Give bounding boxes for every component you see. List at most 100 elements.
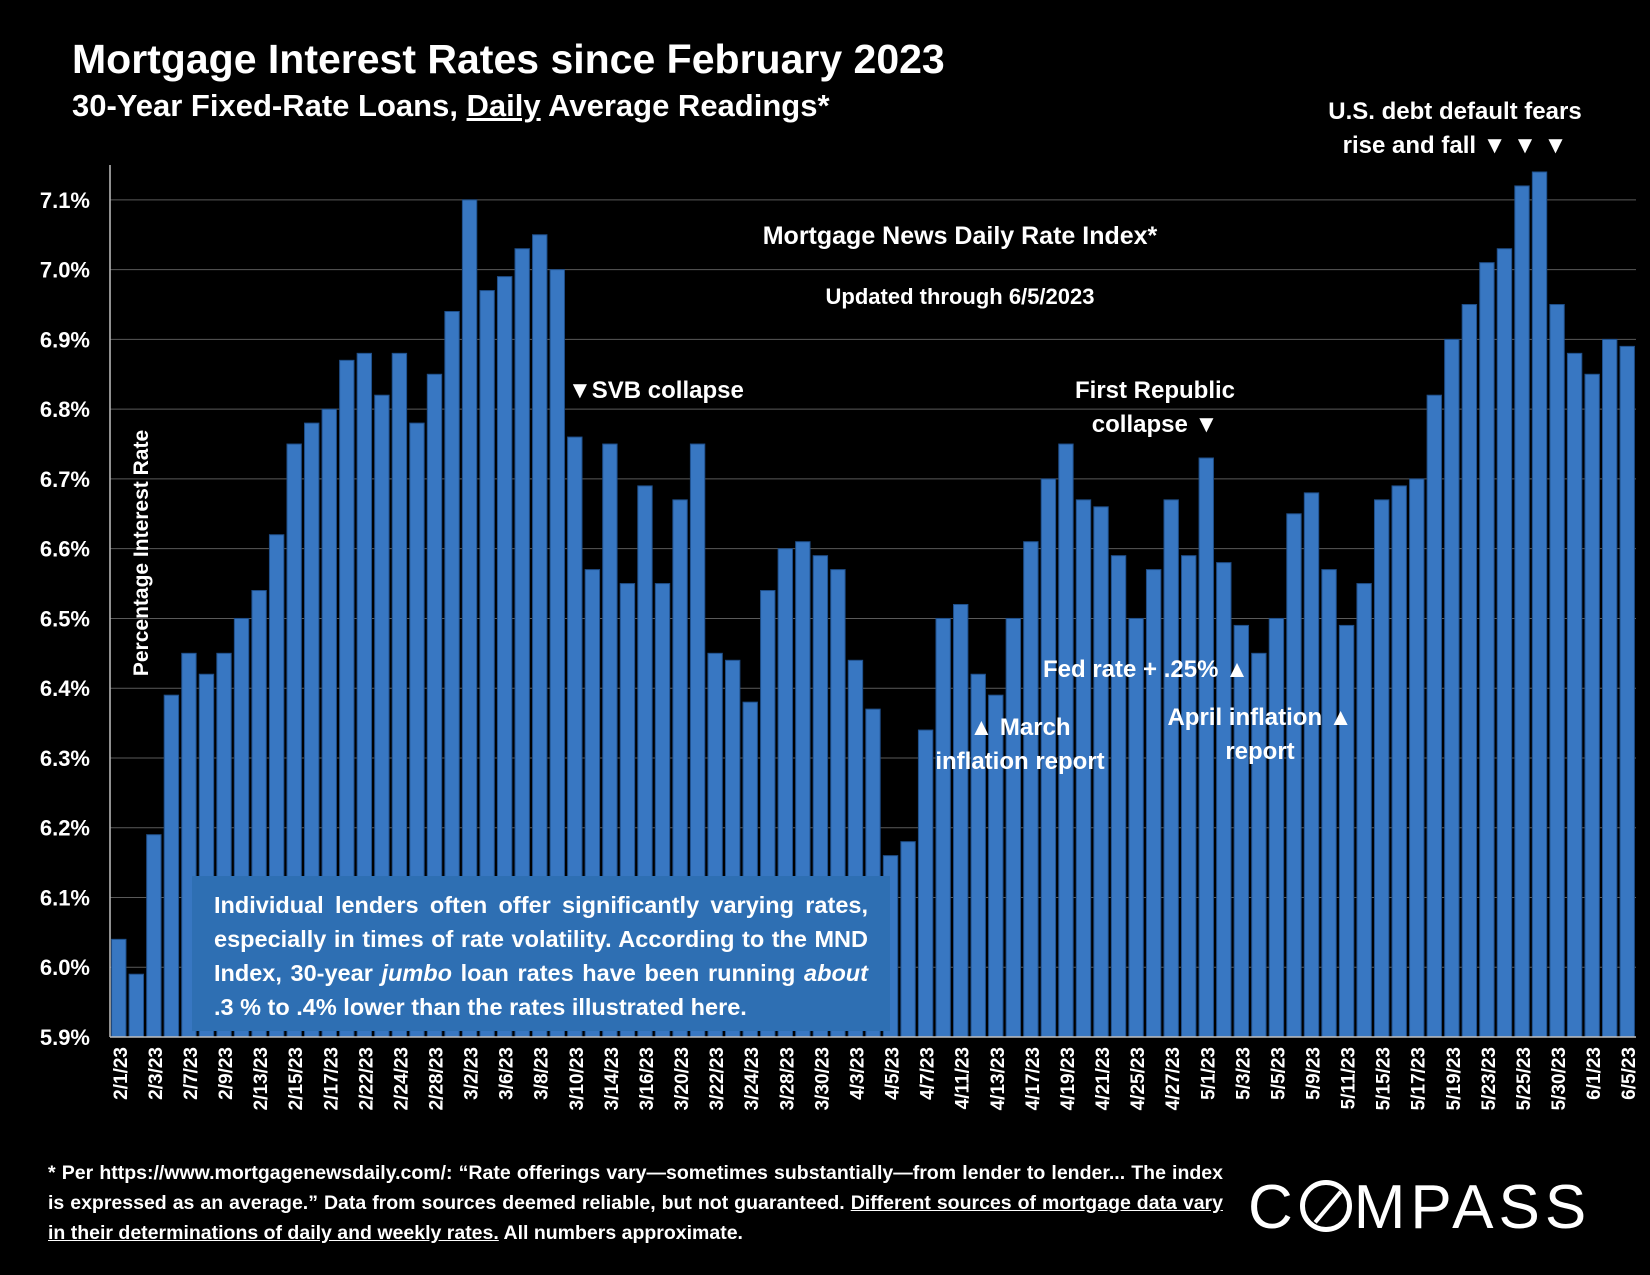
x-tick-label: 4/25/23 bbox=[1128, 1047, 1149, 1110]
bar bbox=[1601, 338, 1618, 1038]
y-axis-label: Percentage Interest Rate bbox=[130, 430, 153, 676]
updated-label: Updated through 6/5/2023 bbox=[825, 284, 1095, 309]
x-tick-label: 5/19/23 bbox=[1444, 1047, 1465, 1110]
bar bbox=[128, 973, 145, 1038]
x-tick-label: 6/1/23 bbox=[1584, 1047, 1605, 1100]
bar bbox=[935, 617, 951, 1038]
x-tick-label: 4/21/23 bbox=[1093, 1047, 1114, 1110]
note-jumbo: jumbo bbox=[381, 960, 452, 986]
x-tick-label: 2/24/23 bbox=[391, 1047, 412, 1110]
x-tick-label: 2/7/23 bbox=[181, 1047, 202, 1100]
logo-letters-mpass: MPASS bbox=[1353, 1173, 1592, 1242]
note-text-3: .3 % to .4% lower than the rates illustr… bbox=[214, 994, 747, 1020]
bar bbox=[1286, 513, 1302, 1038]
footnote: * Per https://www.mortgagenewsdaily.com/… bbox=[48, 1158, 1223, 1248]
bar bbox=[146, 834, 162, 1038]
bar bbox=[900, 841, 916, 1038]
bar bbox=[1373, 499, 1390, 1038]
y-tick-labels: 5.9% 6.0% 6.1% 6.2% 6.3% 6.4% 6.5% 6.6% 6.7% 6.8%… bbox=[40, 188, 90, 1050]
y-tick-label: 6.4% bbox=[40, 676, 90, 701]
x-tick-label: 5/1/23 bbox=[1198, 1047, 1219, 1100]
first-republic-annotation-line1: First Republic bbox=[1074, 377, 1236, 404]
bar bbox=[1145, 569, 1162, 1038]
logo-letter-c: C bbox=[1248, 1173, 1298, 1242]
y-tick-label: 6.2% bbox=[40, 816, 90, 841]
footnote-tail: All numbers approximate. bbox=[498, 1222, 743, 1244]
x-tick-label: 5/25/23 bbox=[1514, 1047, 1535, 1110]
x-tick-label: 4/3/23 bbox=[847, 1047, 868, 1100]
bar bbox=[1566, 352, 1583, 1038]
chart-title: Mortgage Interest Rates since February 2… bbox=[72, 36, 945, 82]
x-tick-label: 2/15/23 bbox=[286, 1047, 307, 1110]
chart-subtitle: 30-Year Fixed-Rate Loans, Daily Average … bbox=[72, 88, 830, 124]
bar bbox=[1005, 617, 1022, 1038]
x-tick-label: 3/22/23 bbox=[707, 1047, 728, 1110]
bar bbox=[163, 694, 180, 1038]
bar bbox=[111, 938, 127, 1038]
bar bbox=[953, 603, 969, 1038]
x-tick-label: 2/3/23 bbox=[146, 1047, 167, 1100]
bar bbox=[1338, 624, 1355, 1038]
y-tick-label: 7.1% bbox=[40, 188, 90, 213]
footnote-underlined: Different sources of mortgage data vary … bbox=[48, 1192, 1223, 1244]
y-tick-label: 6.5% bbox=[40, 606, 90, 631]
logo-o-glyph bbox=[1299, 1180, 1352, 1232]
x-tick-label: 5/15/23 bbox=[1374, 1047, 1395, 1110]
march-inflation-annotation-line1: ▲ March bbox=[969, 714, 1071, 741]
x-tick-label: 3/28/23 bbox=[777, 1047, 798, 1110]
bar bbox=[1216, 562, 1232, 1038]
x-tick-label: 2/22/23 bbox=[356, 1047, 377, 1110]
note-text-1: Individual lenders often offer significa… bbox=[214, 892, 868, 986]
jumbo-rate-note: Individual lenders often offer significa… bbox=[192, 876, 890, 1031]
x-tick-label: 4/27/23 bbox=[1163, 1047, 1184, 1110]
bar bbox=[1444, 338, 1460, 1038]
april-inflation-annotation-line1: April inflation ▲ bbox=[1167, 704, 1353, 731]
bar bbox=[1356, 583, 1372, 1038]
compass-logo: C MPASS bbox=[1248, 1172, 1591, 1243]
x-tick-label: 5/3/23 bbox=[1233, 1047, 1254, 1100]
y-tick-label: 6.3% bbox=[40, 746, 90, 771]
y-tick-label: 6.7% bbox=[40, 467, 90, 492]
x-tick-label: 2/1/23 bbox=[111, 1047, 132, 1100]
bar bbox=[1110, 555, 1127, 1038]
bar bbox=[1461, 304, 1478, 1038]
footnote-text: * Per https://www.mortgagenewsdaily.com/… bbox=[48, 1162, 1223, 1214]
x-tick-label: 3/6/23 bbox=[497, 1047, 518, 1100]
x-tick-label: 4/19/23 bbox=[1058, 1047, 1079, 1110]
x-tick-label: 2/17/23 bbox=[321, 1047, 342, 1110]
x-tick-label: 4/5/23 bbox=[883, 1047, 904, 1100]
index-title: Mortgage News Daily Rate Index* bbox=[762, 222, 1158, 250]
x-tick-label: 4/7/23 bbox=[918, 1047, 939, 1100]
x-tick-label: 5/23/23 bbox=[1479, 1047, 1500, 1110]
bar bbox=[1268, 617, 1285, 1038]
x-tick-label: 3/10/23 bbox=[567, 1047, 588, 1110]
x-tick-label: 5/11/23 bbox=[1339, 1047, 1360, 1109]
bar bbox=[1233, 624, 1250, 1038]
first-republic-annotation-line2: collapse ▼ bbox=[1091, 411, 1219, 438]
x-tick-label: 3/2/23 bbox=[462, 1047, 483, 1100]
axes bbox=[109, 165, 1636, 1038]
y-tick-label: 5.9% bbox=[40, 1025, 90, 1050]
march-inflation-annotation-line2: inflation report bbox=[935, 748, 1105, 775]
x-tick-label: 3/24/23 bbox=[742, 1047, 763, 1110]
x-tick-label: 2/9/23 bbox=[216, 1047, 237, 1100]
x-tick-label: 4/11/23 bbox=[953, 1047, 974, 1109]
x-tick-label: 4/17/23 bbox=[1023, 1047, 1044, 1110]
subtitle-underlined: Daily bbox=[466, 88, 541, 123]
bar bbox=[1409, 478, 1425, 1038]
bar bbox=[1163, 499, 1179, 1038]
debt-default-annotation-line1: U.S. debt default fears bbox=[1328, 98, 1582, 125]
y-tick-label: 6.6% bbox=[40, 537, 90, 562]
x-tick-label: 3/20/23 bbox=[672, 1047, 693, 1110]
y-tick-label: 6.8% bbox=[40, 397, 90, 422]
bar bbox=[917, 729, 934, 1038]
bar bbox=[1479, 262, 1495, 1038]
bar bbox=[1584, 373, 1600, 1038]
debt-default-annotation-line2: rise and fall ▼ ▼ ▼ bbox=[1342, 132, 1568, 159]
x-tick-label: 2/28/23 bbox=[426, 1047, 447, 1110]
x-tick-label: 5/9/23 bbox=[1304, 1047, 1325, 1100]
bar bbox=[988, 694, 1004, 1038]
x-tick-label: 3/14/23 bbox=[602, 1047, 623, 1110]
note-text-2: loan rates have been running bbox=[451, 960, 805, 986]
y-tick-label: 6.0% bbox=[40, 955, 90, 980]
